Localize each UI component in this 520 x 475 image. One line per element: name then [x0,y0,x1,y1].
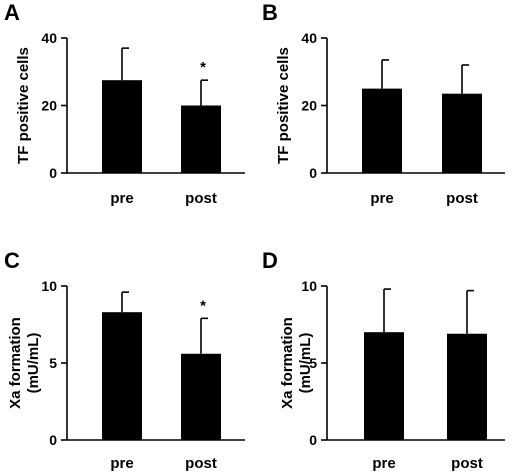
category-label-pre: pre [370,190,393,207]
bar-post [447,333,487,440]
y-axis-label-line: (mU/mL) [297,333,314,394]
y-tick-label: 0 [309,432,317,448]
bar-pre [364,332,404,440]
panel-letter: B [262,0,278,25]
bar-pre [102,80,142,173]
panel-letter: C [4,248,20,273]
category-label-pre: pre [372,455,395,472]
bar-pre [102,312,142,440]
y-tick-label: 10 [41,278,57,294]
panel-letter: D [262,248,278,273]
y-axis-label-line: (mU/mL) [25,333,42,394]
category-label-post: post [446,190,478,207]
y-axis-label-line: Xa formation [7,317,24,409]
bar-pre [362,88,402,173]
chart-panel-a: A 0 20 40 TF positive cells pre * post [4,0,245,207]
y-tick-label: 40 [41,30,57,46]
y-tick-label: 20 [41,98,57,114]
y-tick-label: 0 [49,165,57,181]
y-axis-label: TF positive cells [15,47,32,164]
category-label-pre: pre [110,455,133,472]
y-tick-label: 5 [309,355,317,371]
y-tick-label: 10 [301,278,317,294]
y-axis-label: Xa formation(mU/mL) [279,317,314,409]
chart-panel-d: D 0 5 10 Xa formation(mU/mL) pre post [262,248,505,472]
significance-marker: * [200,59,206,76]
bar-post [442,93,482,173]
category-label-post: post [185,455,217,472]
category-label-post: post [185,190,217,207]
y-tick-label: 40 [301,30,317,46]
y-tick-label: 0 [49,432,57,448]
significance-marker: * [200,297,206,314]
y-tick-label: 0 [309,165,317,181]
y-tick-label: 20 [301,98,317,114]
bar-post [181,353,221,440]
bar-post [181,105,221,173]
category-label-pre: pre [110,190,133,207]
y-tick-label: 5 [49,355,57,371]
chart-panel-c: C 0 5 10 Xa formation(mU/mL) pre * post [4,248,245,472]
y-axis-label: Xa formation(mU/mL) [7,317,42,409]
category-label-post: post [451,455,483,472]
y-axis-label: TF positive cells [275,47,292,164]
chart-panel-b: B 0 20 40 TF positive cells pre post [262,0,505,207]
y-axis-label-line: Xa formation [279,317,296,409]
panel-letter: A [4,0,20,25]
